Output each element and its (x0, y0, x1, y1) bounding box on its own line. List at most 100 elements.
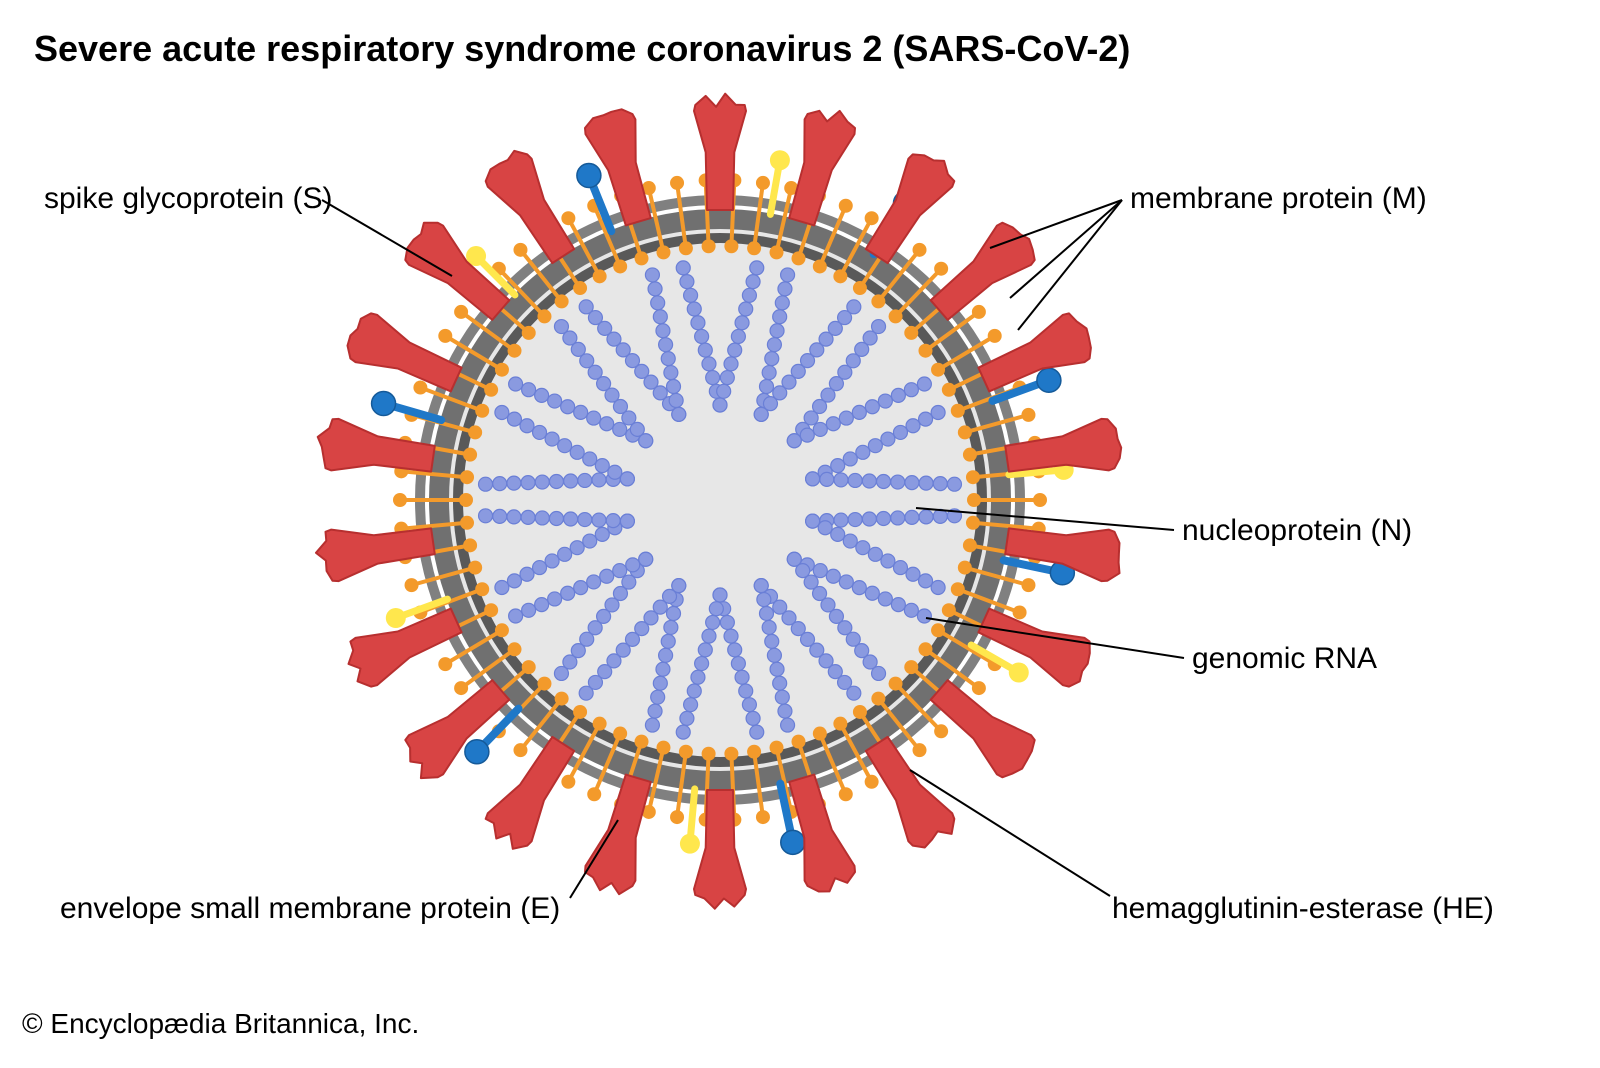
rna-bead (520, 567, 534, 581)
rna-bead (521, 476, 535, 490)
rna-bead (735, 316, 749, 330)
rna-bead (702, 629, 716, 643)
rna-bead (661, 352, 675, 366)
m-protein-knob (853, 281, 867, 295)
m-protein-knob (463, 538, 477, 552)
rna-bead (868, 439, 882, 453)
rna-bead (578, 473, 592, 487)
rna-bead (917, 609, 931, 623)
rna-bead (680, 711, 694, 725)
rna-bead (731, 329, 745, 343)
rna-bead (878, 592, 892, 606)
m-protein-knob (871, 692, 885, 706)
rna-bead (717, 384, 731, 398)
rna-bead (648, 282, 662, 296)
m-protein-knob (966, 516, 980, 530)
rna-bead (600, 417, 614, 431)
m-protein-knob (561, 211, 575, 225)
e-protein-head (386, 608, 406, 628)
rna-bead (781, 268, 795, 282)
rna-bead (905, 476, 919, 490)
spike-protein (486, 737, 575, 849)
m-protein-knob (958, 425, 972, 439)
spike-protein (1005, 419, 1121, 472)
rna-bead (687, 302, 701, 316)
rna-bead (535, 388, 549, 402)
rna-bead (592, 513, 606, 527)
rna-bead (720, 371, 734, 385)
rna-bead (535, 511, 549, 525)
rna-bead (533, 425, 547, 439)
rna-bead (750, 261, 764, 275)
m-protein-knob (1033, 493, 1047, 507)
rna-bead (687, 684, 701, 698)
m-protein-knob (495, 363, 509, 377)
rna-bead (731, 657, 745, 671)
m-protein-knob (587, 787, 601, 801)
rna-bead (762, 620, 776, 634)
rna-bead (564, 474, 578, 488)
rna-bead (653, 310, 667, 324)
spike-label: spike glycoprotein (S) (44, 182, 332, 216)
m-protein-knob (756, 810, 770, 824)
rna-bead (659, 338, 673, 352)
rna-bead (904, 383, 918, 397)
rna-bead (698, 643, 712, 657)
rna-bead (702, 357, 716, 371)
rna-bead (831, 459, 845, 473)
m-protein-knob (513, 243, 527, 257)
m-protein-knob (522, 326, 536, 340)
spike-protein (866, 737, 955, 848)
rna-bead (549, 511, 563, 525)
m-protein-knob (967, 493, 981, 507)
he-protein-head (781, 830, 805, 854)
rna-bead (906, 419, 920, 433)
rna-bead (579, 686, 593, 700)
m-protein-knob (484, 603, 498, 617)
m-protein-knob (522, 660, 536, 674)
rna-bead (656, 662, 670, 676)
rna-bead (522, 603, 536, 617)
m-protein-knob (438, 329, 452, 343)
m-protein-knob (934, 262, 948, 276)
rna-bead (770, 662, 784, 676)
rna-bead (664, 620, 678, 634)
rna-bead (933, 477, 947, 491)
rna-bead (891, 511, 905, 525)
m-protein-knob (918, 642, 932, 656)
rna-bead (778, 282, 792, 296)
rna-bead (495, 406, 509, 420)
rna-bead (587, 411, 601, 425)
rna-bead (818, 521, 832, 535)
spike-protein (978, 313, 1091, 391)
rna-bead (620, 514, 634, 528)
rna-bead (493, 477, 507, 491)
m-protein-knob (1013, 605, 1027, 619)
m-protein-knob (934, 724, 948, 738)
rna-bead (600, 569, 614, 583)
rna-bead (507, 510, 521, 524)
rna-bead (757, 593, 771, 607)
rna-bead (645, 718, 659, 732)
he-protein-head (465, 740, 489, 764)
rna-bead (806, 472, 820, 486)
rna-bead (713, 588, 727, 602)
rna-bead (533, 561, 547, 575)
rna-bead (813, 564, 827, 578)
rna-bead (493, 509, 507, 523)
m-protein-knob (468, 425, 482, 439)
m-protein-knob (555, 692, 569, 706)
he-protein-head (577, 163, 601, 187)
m-protein-knob (871, 294, 885, 308)
m-protein-knob (537, 677, 551, 691)
rna-bead (759, 606, 773, 620)
rna-bead (648, 704, 662, 718)
m-protein-knob (393, 493, 407, 507)
m-protein-knob (573, 281, 587, 295)
rna-bead (893, 561, 907, 575)
rna-bead (724, 357, 738, 371)
m-protein-knob (635, 251, 649, 265)
rna-bead (765, 634, 779, 648)
m-protein-knob (963, 448, 977, 462)
envelope-label: envelope small membrane protein (E) (60, 892, 560, 926)
